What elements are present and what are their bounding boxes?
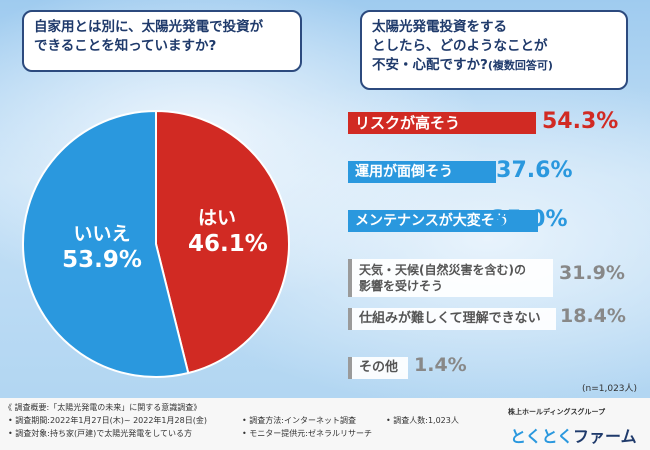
bar-value-3: 31.9% <box>559 262 625 284</box>
bar-value-0: 54.3% <box>542 109 619 134</box>
bar-label-5: その他 <box>359 360 399 375</box>
question-1-box: 自家用とは別に、太陽光発電で投資が できることを知っていますか? <box>22 10 302 72</box>
pie-label-yes-text: はい <box>197 207 236 229</box>
charts-svg <box>22 109 290 378</box>
pie-label-yes-value: 46.1% <box>188 231 268 257</box>
pie-chart <box>22 109 290 378</box>
question-2-line2: としたら、どのようなことが <box>372 38 548 54</box>
bar-value-1: 37.6% <box>496 158 573 183</box>
logo-part-a: とくとく <box>510 427 574 446</box>
footer-target: • 調査対象:持ち家(戸建)で太陽光発電をしている方 <box>8 429 192 438</box>
bar-label-3-line2: 影響を受けそう <box>359 279 444 293</box>
bar-0: リスクが高そう <box>348 112 536 134</box>
sample-size: (n=1,023人) <box>582 384 638 394</box>
bar-label-1: 運用が面倒そう <box>355 164 453 180</box>
bar-1: 運用が面倒そう <box>348 161 496 183</box>
question-2-note: (複数回答可) <box>487 59 553 72</box>
bar-2: メンテナンスが大変そう <box>348 210 538 232</box>
pie-label-no: いいえ 53.9% <box>62 222 142 274</box>
bar-5: その他 <box>348 357 408 379</box>
bar-label-3-line1: 天気・天候(自然災害を含む)の <box>359 263 526 277</box>
bar-label-0: リスクが高そう <box>355 114 461 132</box>
question-2-line1: 太陽光発電投資をする <box>372 19 507 35</box>
bar-value-2: 35.0% <box>491 207 568 232</box>
footer <box>0 398 650 450</box>
pie-label-yes: はい 46.1% <box>188 206 268 258</box>
footer-method: • 調査方法:インターネット調査 <box>242 416 356 425</box>
question-1-line2: できることを知っていますか? <box>34 38 217 54</box>
pie-label-no-text: いいえ <box>73 223 131 245</box>
footer-title: 《 調査概要:「太陽光発電の未来」に関する意識調査》 <box>4 403 202 412</box>
bar-value-5: 1.4% <box>414 354 467 376</box>
pie-slice-0 <box>155 109 290 375</box>
footer-count: • 調査人数:1,023人 <box>386 416 459 425</box>
bar-3: 天気・天候(自然災害を含む)の 影響を受けそう <box>348 259 553 297</box>
bar-4: 仕組みが難しくて理解できない <box>348 308 556 330</box>
pie-label-no-value: 53.9% <box>62 247 142 273</box>
bar-label-3: 天気・天候(自然災害を含む)の 影響を受けそう <box>359 262 526 294</box>
footer-period: • 調査期間:2022年1月27日(木)~ 2022年1月28日(金) <box>8 416 207 425</box>
footer-monitor: • モニター提供元:ゼネラルリサーチ <box>242 429 372 438</box>
question-1-line1: 自家用とは別に、太陽光発電で投資が <box>34 19 264 35</box>
bar-value-4: 18.4% <box>560 305 626 327</box>
question-2-line3: 不安・心配ですか? <box>372 57 488 73</box>
logo-subtitle: 株上ホールディングスグループ <box>508 408 606 416</box>
question-2-box: 太陽光発電投資をする としたら、どのようなことが 不安・心配ですか?(複数回答可… <box>360 10 628 90</box>
logo: とくとくファーム <box>510 423 637 447</box>
logo-part-b: ファーム <box>573 427 637 446</box>
bar-label-4: 仕組みが難しくて理解できない <box>359 311 541 326</box>
pie-slice-1 <box>22 109 190 378</box>
bar-label-2: メンテナンスが大変そう <box>355 213 509 229</box>
